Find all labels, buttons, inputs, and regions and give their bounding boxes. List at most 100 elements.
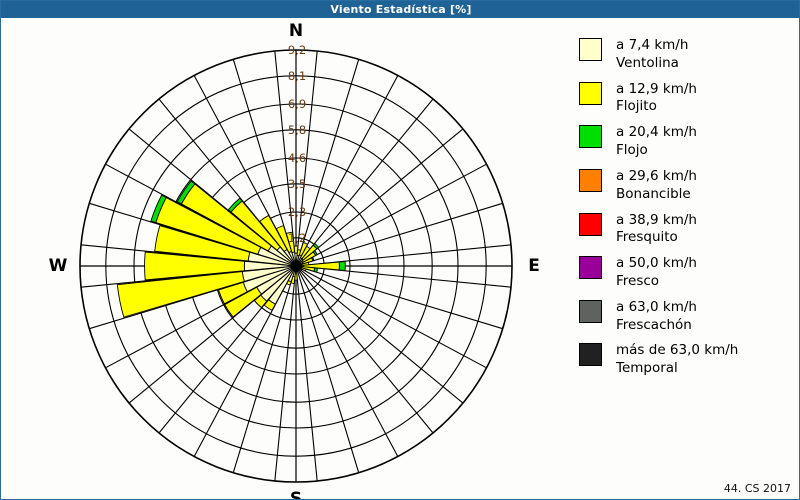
wind-petal-segment	[176, 180, 196, 205]
grid-spoke	[295, 128, 464, 267]
legend-label: a 29,6 km/h Bonancible	[616, 168, 697, 204]
legend-speed: a 38,9 km/h	[616, 211, 697, 228]
legend-label: a 12,9 km/h Flojito	[616, 81, 697, 117]
grid-spoke	[295, 265, 503, 330]
legend: a 7,4 km/h Ventolina a 12,9 km/h Flojito a 2…	[579, 37, 794, 386]
legend-speed: a 7,4 km/h	[616, 37, 689, 53]
wind-petal-segment	[218, 281, 248, 305]
grid-spoke	[295, 50, 318, 267]
wind-petal-segment	[312, 242, 320, 250]
wind-petal-segment	[338, 260, 346, 272]
legend-item: a 63,0 km/h Frescachón	[579, 299, 794, 335]
grid-spoke	[232, 265, 297, 473]
grid-spoke	[295, 265, 399, 457]
wind-petal-segment	[299, 266, 307, 272]
legend-speed: a 50,0 km/h	[616, 255, 697, 272]
grid-spoke	[295, 265, 360, 473]
grid-spoke	[295, 98, 434, 267]
legend-name: Frescachón	[616, 316, 692, 333]
radial-tick-label: 9,2	[288, 43, 306, 57]
grid-spoke	[295, 75, 399, 267]
grid-spoke	[295, 265, 487, 369]
legend-name: Ventolina	[616, 54, 679, 71]
legend-speed: a 12,9 km/h	[616, 80, 697, 97]
window-title: Viento Estadística [%]	[330, 3, 472, 16]
radial-tick-label: 5,8	[288, 123, 306, 137]
legend-speed: a 20,4 km/h	[616, 124, 697, 141]
legend-label: a 20,4 km/h Flojo	[616, 124, 697, 160]
wind-petals	[116, 180, 346, 318]
radial-tick-label: 3,5	[288, 177, 306, 191]
legend-color-swatch	[579, 256, 602, 280]
wind-petal-segment	[298, 267, 303, 271]
wind-petal-segment	[285, 231, 296, 254]
wind-petal-segment	[298, 241, 309, 257]
grid-spoke	[274, 265, 297, 482]
legend-color-swatch	[579, 81, 602, 105]
wind-rose-plot: 1,2 2,3 3,5 4,6 5,8 6,9 8,1 9,2 N E S W	[1, 19, 567, 500]
wind-petal-segment	[293, 245, 299, 254]
legend-item: a 20,4 km/h Flojo	[579, 124, 794, 160]
compass-label-e: E	[528, 256, 540, 276]
legend-label: a 7,4 km/h Ventolina	[616, 37, 688, 73]
wind-petal-segment	[154, 225, 251, 262]
wind-petal-segment	[259, 214, 288, 253]
compass-label-w: W	[49, 256, 68, 276]
legend-label: más de 63,0 km/h Temporal	[616, 342, 738, 378]
wind-petal-segment	[224, 286, 262, 318]
legend-color-swatch	[579, 125, 602, 149]
wind-petal-segment	[150, 194, 167, 224]
legend-label: a 63,0 km/h Frescachón	[616, 299, 697, 335]
wind-petal-segment	[310, 256, 315, 262]
legend-item: a 38,9 km/h Fresquito	[579, 212, 794, 248]
compass-label-n: N	[289, 21, 303, 41]
legend-name: Flojo	[616, 142, 648, 159]
wind-petal-segment	[253, 294, 268, 309]
grid-spoke	[295, 265, 318, 482]
compass-labels: N E S W	[49, 21, 540, 500]
window-titlebar: Viento Estadística [%]	[1, 1, 799, 18]
wind-petal-segment	[313, 267, 318, 273]
legend-color-swatch	[579, 212, 602, 236]
wind-petal-segment	[144, 251, 246, 281]
legend-name: Fresquito	[616, 229, 678, 246]
wind-petal-segment	[312, 250, 318, 256]
footer-credit: 44. CS 2017	[723, 482, 791, 495]
legend-name: Flojito	[616, 98, 657, 115]
legend-color-swatch	[579, 168, 602, 192]
grid-spoke	[295, 265, 434, 434]
legend-label: a 38,9 km/h Fresquito	[616, 212, 697, 248]
legend-name: Fresco	[616, 272, 660, 289]
radial-tick-labels: 1,2 2,3 3,5 4,6 5,8 6,9 8,1 9,2	[288, 43, 306, 245]
legend-speed: a 63,0 km/h	[616, 298, 697, 315]
radial-tick-label: 4,6	[288, 151, 306, 165]
grid-spoke	[274, 50, 297, 267]
legend-item: a 7,4 km/h Ventolina	[579, 37, 794, 73]
compass-label-s: S	[290, 489, 302, 500]
legend-color-swatch	[579, 38, 602, 61]
legend-name: Bonancible	[616, 185, 691, 202]
grid-spoke	[295, 163, 487, 267]
radial-tick-label: 2,3	[288, 205, 306, 219]
legend-item: a 50,0 km/h Fresco	[579, 255, 794, 291]
legend-speed: más de 63,0 km/h	[616, 342, 739, 359]
legend-speed: a 29,6 km/h	[616, 167, 697, 184]
radial-tick-label: 8,1	[288, 69, 306, 83]
grid-spoke	[295, 202, 503, 267]
wind-rose-svg: 1,2 2,3 3,5 4,6 5,8 6,9 8,1 9,2 N E S W	[49, 21, 540, 500]
legend-item: más de 63,0 km/h Temporal	[579, 342, 794, 378]
legend-item: a 12,9 km/h Flojito	[579, 81, 794, 117]
legend-color-swatch	[579, 343, 602, 367]
radial-tick-label: 6,9	[288, 97, 306, 111]
wind-petal-segment	[263, 299, 276, 311]
grid-spoke	[295, 59, 360, 267]
radial-tick-label: 1,2	[288, 231, 306, 245]
wind-petal-segment	[227, 197, 243, 213]
legend-item: a 29,6 km/h Bonancible	[579, 168, 794, 204]
legend-name: Temporal	[616, 360, 678, 377]
legend-color-swatch	[579, 299, 602, 323]
wind-petal-segment	[116, 271, 245, 318]
grid-spoke	[295, 265, 464, 404]
legend-label: a 50,0 km/h Fresco	[616, 255, 697, 291]
